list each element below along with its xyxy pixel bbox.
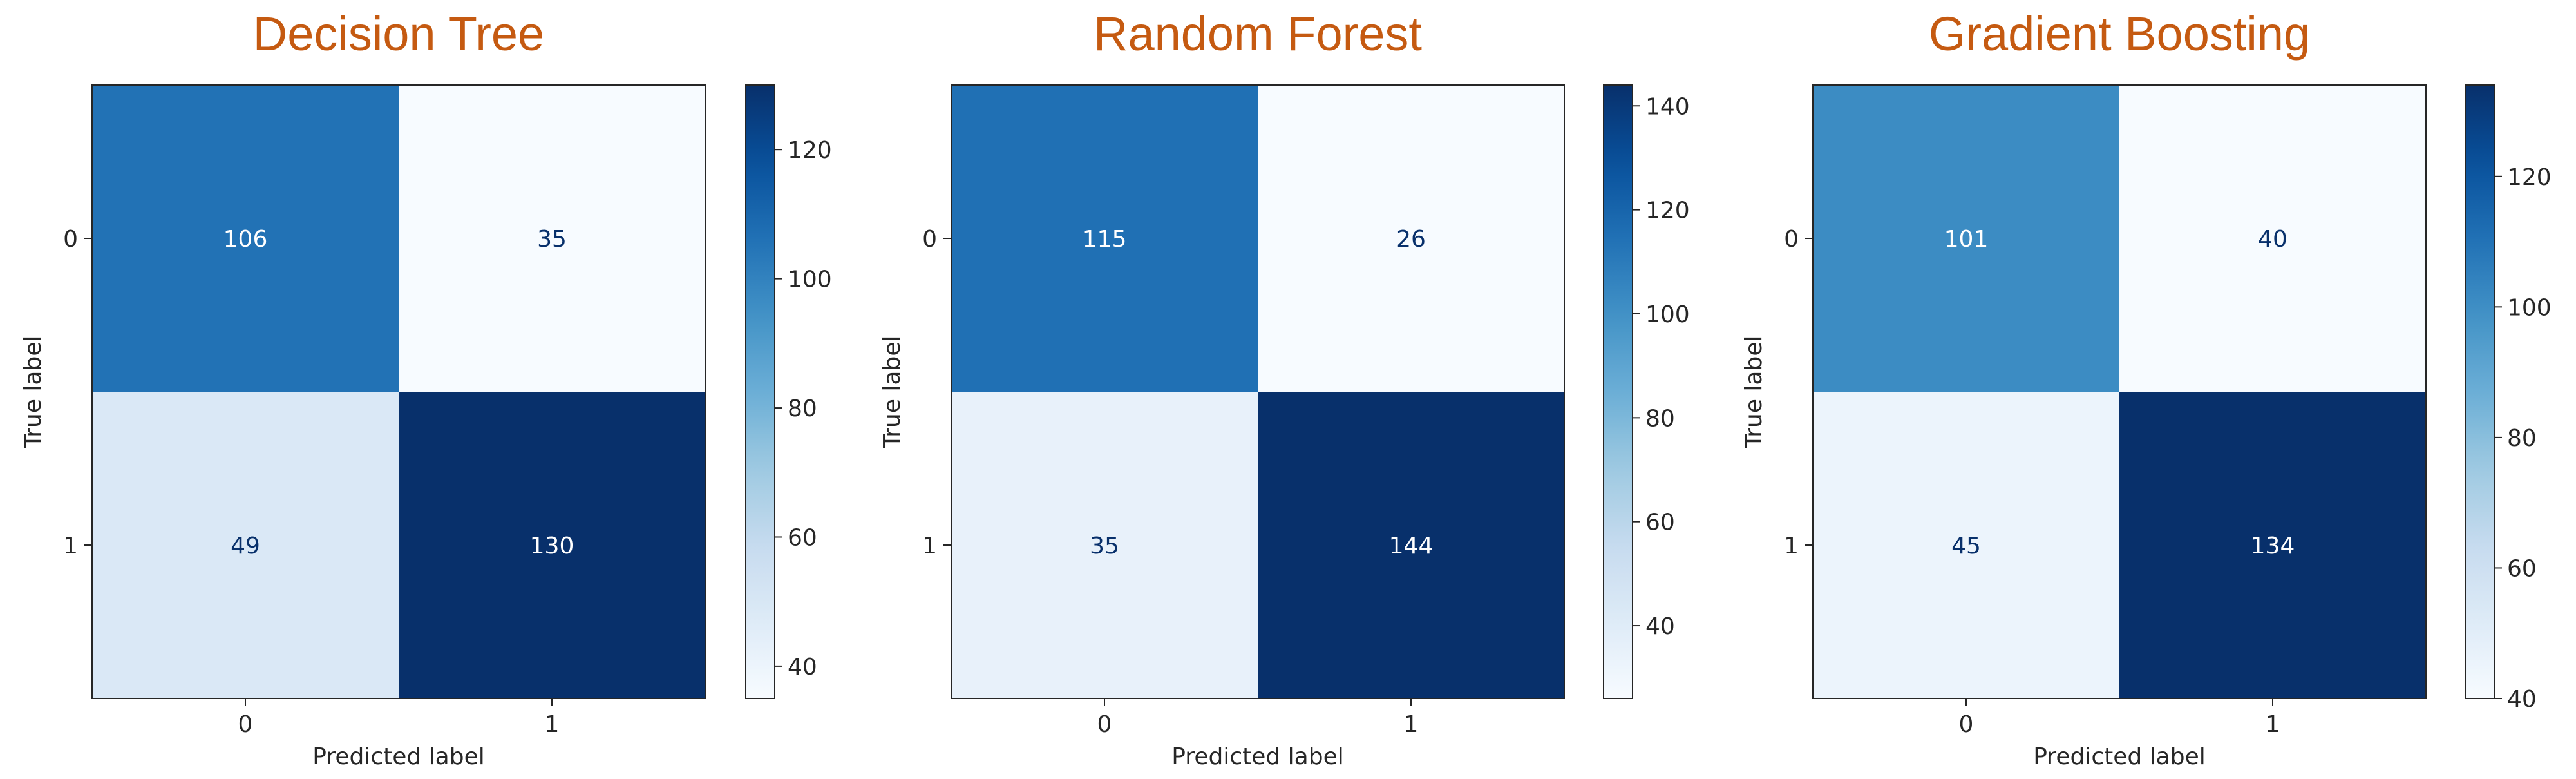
panel-1: Decision Tree 106 35 49 130 0 1 0 1 Predicted lab… (20, 7, 832, 770)
colorbar-tick-label: 80 (2507, 425, 2537, 452)
cell-value-label: 101 (1944, 226, 1989, 253)
cell-value-label: 130 (530, 533, 574, 559)
x-tick-label: 1 (2266, 711, 2280, 738)
y-axis-label: True label (20, 336, 46, 449)
cell-value-label: 26 (1396, 226, 1426, 253)
x-axis-label: Predicted label (312, 744, 485, 770)
matrix-cell (92, 392, 399, 698)
colorbar-tick-label: 100 (1645, 302, 1690, 328)
chart-title: Decision Tree (253, 7, 544, 61)
cell-value-label: 40 (2258, 226, 2287, 253)
matrix-cell (2119, 392, 2426, 698)
y-tick-label: 0 (922, 226, 937, 253)
y-axis-label: True label (879, 336, 905, 449)
colorbar-tick-label: 60 (2507, 555, 2537, 582)
colorbar-tick-label: 100 (788, 267, 832, 293)
matrix-cell (92, 85, 399, 392)
matrix-frame (91, 84, 706, 699)
colorbar-tick-label: 140 (1645, 93, 1690, 120)
colorbar-tick-label: 60 (1645, 510, 1675, 536)
matrix-cell (951, 85, 1258, 392)
cell-value-label: 106 (223, 226, 268, 253)
cell-value-label: 49 (231, 533, 260, 559)
cell-value-label: 35 (537, 226, 567, 253)
chart-title: Gradient Boosting (1929, 7, 2310, 61)
colorbar-tick-label: 40 (1645, 613, 1675, 640)
matrix-cell (951, 392, 1258, 698)
matrix-cell (1258, 392, 1564, 698)
x-axis-label: Predicted label (1171, 744, 1344, 770)
colorbar (745, 84, 775, 699)
colorbar-tick-label: 120 (2507, 164, 2552, 191)
cell-value-label: 134 (2251, 533, 2295, 559)
x-tick-label: 0 (1097, 711, 1112, 738)
chart-title: Random Forest (1094, 7, 1422, 61)
colorbar-tick-label: 80 (788, 396, 817, 422)
x-axis-label: Predicted label (2033, 744, 2206, 770)
matrix-frame (951, 84, 1565, 699)
cell-value-label: 45 (1951, 533, 1981, 559)
y-tick-label: 0 (1784, 226, 1799, 253)
matrix-frame (1812, 84, 2427, 699)
x-tick-label: 1 (545, 711, 560, 738)
colorbar-tick-label: 120 (1645, 198, 1690, 224)
y-tick-label: 0 (63, 226, 78, 253)
cell-value-label: 115 (1083, 226, 1127, 253)
matrix-cell (1258, 85, 1564, 392)
colorbar-tick-label: 100 (2507, 294, 2552, 321)
matrix-cell (399, 392, 705, 698)
x-tick-label: 0 (1959, 711, 1974, 738)
colorbar-tick-label: 40 (2507, 686, 2537, 713)
matrix-cell (1813, 85, 2119, 392)
colorbar-tick-label: 80 (1645, 405, 1675, 432)
cell-value-label: 35 (1090, 533, 1119, 559)
colorbar (2465, 84, 2495, 699)
x-tick-label: 0 (238, 711, 253, 738)
matrix-cell (399, 85, 705, 392)
y-tick-label: 1 (922, 533, 937, 559)
colorbar-tick-label: 120 (788, 137, 832, 164)
cell-value-label: 144 (1389, 533, 1434, 559)
panel-2: Random Forest 115 26 35 144 0 1 0 1 Predicted lab… (879, 7, 1690, 770)
colorbar-tick-label: 60 (788, 524, 817, 551)
colorbar-tick-label: 40 (788, 654, 817, 680)
matrix-cell (2119, 85, 2426, 392)
y-axis-label: True label (1741, 336, 1767, 449)
y-tick-label: 1 (1784, 533, 1799, 559)
matrix-cell (1813, 392, 2119, 698)
colorbar (1603, 84, 1633, 699)
x-tick-label: 1 (1404, 711, 1419, 738)
y-tick-label: 1 (63, 533, 78, 559)
